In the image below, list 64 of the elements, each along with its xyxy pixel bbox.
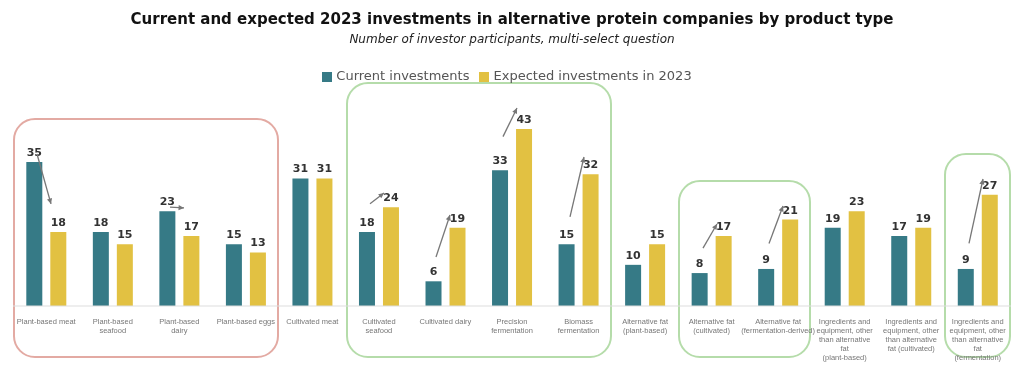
data-label: 13 <box>250 236 266 250</box>
legend-label: Current investments <box>336 68 470 83</box>
data-label: 32 <box>582 158 599 172</box>
data-label: 19 <box>449 211 466 225</box>
bar <box>449 227 466 306</box>
data-label: 18 <box>93 215 109 229</box>
bar <box>92 231 109 306</box>
bar <box>582 174 599 306</box>
data-label: 21 <box>782 203 798 217</box>
bar <box>516 129 533 306</box>
data-label: 18 <box>359 215 375 229</box>
data-label: 9 <box>762 252 770 266</box>
data-label: 17 <box>183 220 200 234</box>
data-label: 8 <box>695 257 704 271</box>
bar <box>981 194 998 306</box>
bar <box>183 236 200 306</box>
bar <box>316 178 333 306</box>
data-label: 23 <box>849 195 865 209</box>
bar <box>492 170 509 306</box>
data-label: 35 <box>26 145 42 159</box>
bar <box>915 227 932 306</box>
data-label: 6 <box>429 265 438 279</box>
bar <box>891 236 908 306</box>
bar <box>715 236 732 306</box>
bar <box>26 161 43 306</box>
bar <box>159 211 176 306</box>
chart-subtitle: Number of investor participants, multi-select question <box>348 32 676 46</box>
bar <box>758 268 775 306</box>
data-label: 27 <box>982 178 998 192</box>
data-label: 18 <box>50 215 66 229</box>
legend-label: Expected investments in 2023 <box>493 68 692 83</box>
data-label: 23 <box>159 195 176 209</box>
bar <box>558 244 575 306</box>
data-label: 9 <box>961 252 970 266</box>
data-label: 43 <box>516 113 532 126</box>
bar <box>292 178 309 306</box>
bar <box>50 231 67 306</box>
bar <box>625 264 642 306</box>
bar <box>848 211 865 306</box>
bar <box>824 227 841 306</box>
bar <box>116 244 133 306</box>
bar <box>382 207 399 306</box>
bar <box>225 244 242 306</box>
data-label: 31 <box>292 162 309 176</box>
data-label: 24 <box>383 191 399 205</box>
data-label: 17 <box>715 220 732 234</box>
bar <box>691 273 708 306</box>
chart-title: Current and expected 2023 investments in alternative protein companies by product type <box>129 10 895 28</box>
bar <box>782 219 799 306</box>
data-label: 17 <box>891 220 907 234</box>
bar <box>358 231 375 306</box>
data-label: 19 <box>915 211 931 225</box>
bar <box>649 244 666 306</box>
bar <box>425 281 442 306</box>
data-label: 15 <box>558 228 575 242</box>
data-label: 15 <box>649 228 665 242</box>
data-label: 10 <box>625 248 642 262</box>
data-label: 15 <box>117 228 133 242</box>
data-label: 15 <box>226 228 242 242</box>
data-label: 31 <box>316 162 333 176</box>
data-label: 33 <box>492 154 508 168</box>
data-label: 19 <box>825 211 841 225</box>
bar <box>957 268 974 306</box>
bar <box>249 252 266 306</box>
